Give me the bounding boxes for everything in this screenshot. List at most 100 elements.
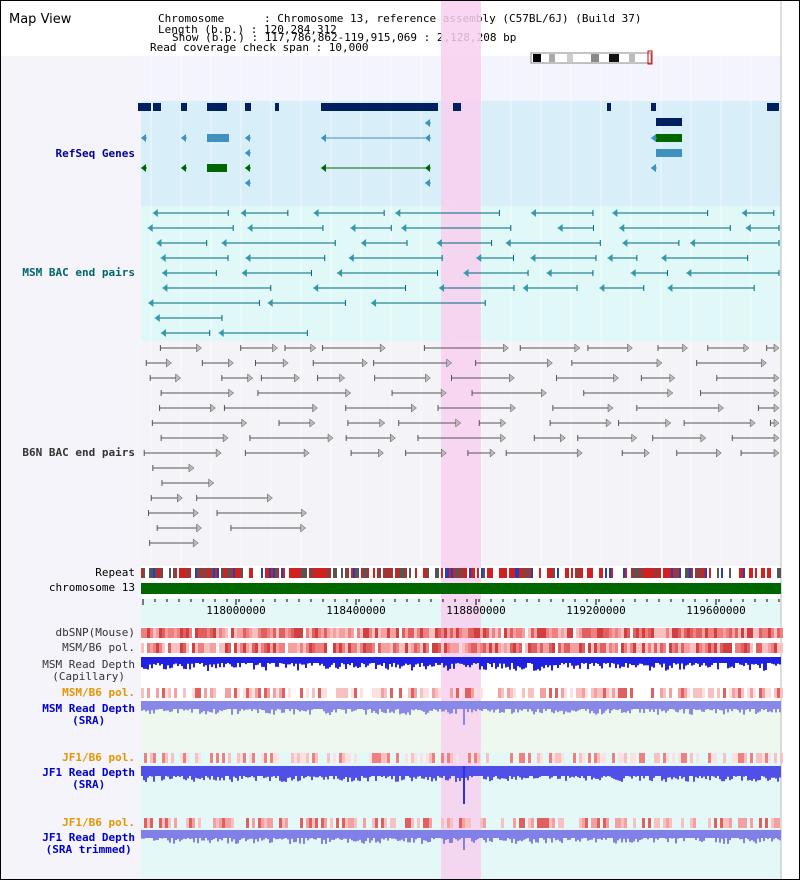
depth-bar — [599, 663, 601, 666]
repeat-band — [195, 568, 197, 578]
repeat-band — [531, 568, 533, 578]
heat-cell — [585, 628, 588, 638]
depth-bar — [419, 709, 421, 710]
axis-tick-label: 118400000 — [326, 604, 386, 617]
depth-bar — [577, 663, 579, 666]
repeat-band — [651, 568, 653, 578]
b6n-bac-end — [241, 418, 248, 428]
heat-cell — [780, 753, 783, 763]
depth-bar — [739, 709, 741, 713]
heat-cell — [459, 688, 462, 698]
depth-bar — [483, 776, 485, 780]
depth-bar — [167, 709, 169, 711]
depth-bar — [511, 709, 513, 714]
heat-cell — [378, 643, 381, 653]
depth-bar — [283, 663, 285, 664]
depth-bar — [245, 663, 247, 665]
heat-cell — [237, 753, 240, 763]
heat-cell — [510, 753, 513, 763]
gene-arrow — [141, 134, 146, 142]
repeat-band — [533, 568, 535, 578]
repeat-band — [451, 568, 453, 578]
depth-bar — [561, 709, 563, 711]
depth-bar — [289, 776, 291, 778]
heat-cell — [603, 628, 606, 638]
heat-cell — [264, 818, 267, 828]
heat-cell — [612, 643, 615, 653]
b6n-bac-end — [773, 343, 780, 353]
heat-cell — [771, 628, 774, 638]
repeat-band — [751, 568, 753, 578]
depth-bar — [611, 776, 613, 778]
heat-cell — [546, 628, 549, 638]
heat-cell — [249, 688, 252, 698]
heat-cell — [315, 643, 318, 653]
depth-bar — [203, 709, 205, 712]
depth-bar — [431, 663, 433, 667]
repeat-band — [567, 568, 569, 578]
depth-bar — [423, 663, 425, 667]
heat-cell — [357, 643, 360, 653]
repeat-band — [457, 568, 459, 578]
depth-bar — [371, 838, 373, 841]
depth-bar — [143, 838, 145, 839]
depth-bar — [489, 838, 491, 842]
heat-cell — [738, 643, 741, 653]
heat-cell — [285, 818, 288, 828]
heat-cell — [564, 688, 567, 698]
heat-cell — [723, 628, 726, 638]
heat-cell — [744, 628, 747, 638]
heat-cell — [624, 628, 627, 638]
repeat-band — [179, 568, 181, 578]
repeat-band — [379, 568, 381, 578]
heat-cell — [726, 628, 729, 638]
repeat-band — [373, 568, 375, 578]
heat-cell — [270, 753, 273, 763]
ideogram-band — [533, 54, 541, 62]
depth-bar — [287, 663, 289, 665]
heat-cell — [744, 753, 747, 763]
depth-bar — [269, 776, 271, 782]
heat-cell — [276, 643, 279, 653]
depth-bar — [285, 776, 287, 782]
depth-bar — [141, 709, 143, 711]
b6n-bac-end — [222, 433, 229, 443]
depth-bar — [585, 776, 587, 781]
repeat-band — [479, 568, 481, 578]
heat-cell — [678, 688, 681, 698]
depth-bar — [169, 663, 171, 669]
depth-bar — [445, 776, 447, 781]
heat-cell — [204, 628, 207, 638]
msm-bac-end — [530, 209, 536, 217]
heat-cell — [594, 753, 597, 763]
repeat-band — [599, 568, 601, 578]
heat-cell — [345, 628, 348, 638]
heat-cell — [159, 818, 162, 828]
heat-cell — [642, 818, 645, 828]
depth-bar — [623, 776, 625, 779]
depth-bar — [199, 776, 201, 779]
heat-cell — [357, 628, 360, 638]
depth-bar — [763, 709, 765, 711]
depth-bar — [647, 663, 649, 666]
heat-cell — [381, 688, 384, 698]
depth-bar — [533, 838, 535, 840]
depth-bar — [431, 776, 433, 782]
depth-bar — [573, 776, 575, 778]
heat-cell — [657, 753, 660, 763]
depth-bar — [557, 776, 559, 779]
heat-cell — [237, 643, 240, 653]
depth-bar — [533, 663, 535, 671]
heat-cell — [624, 753, 627, 763]
depth-bar — [711, 663, 713, 665]
depth-bar — [657, 709, 659, 715]
depth-bar — [237, 838, 239, 844]
heat-cell — [285, 628, 288, 638]
depth-bar — [309, 838, 311, 839]
b6n-bac-end — [312, 403, 318, 413]
depth-bar — [209, 776, 211, 780]
depth-bar — [291, 838, 293, 839]
repeat-band — [357, 568, 359, 578]
repeat-band — [217, 568, 219, 578]
